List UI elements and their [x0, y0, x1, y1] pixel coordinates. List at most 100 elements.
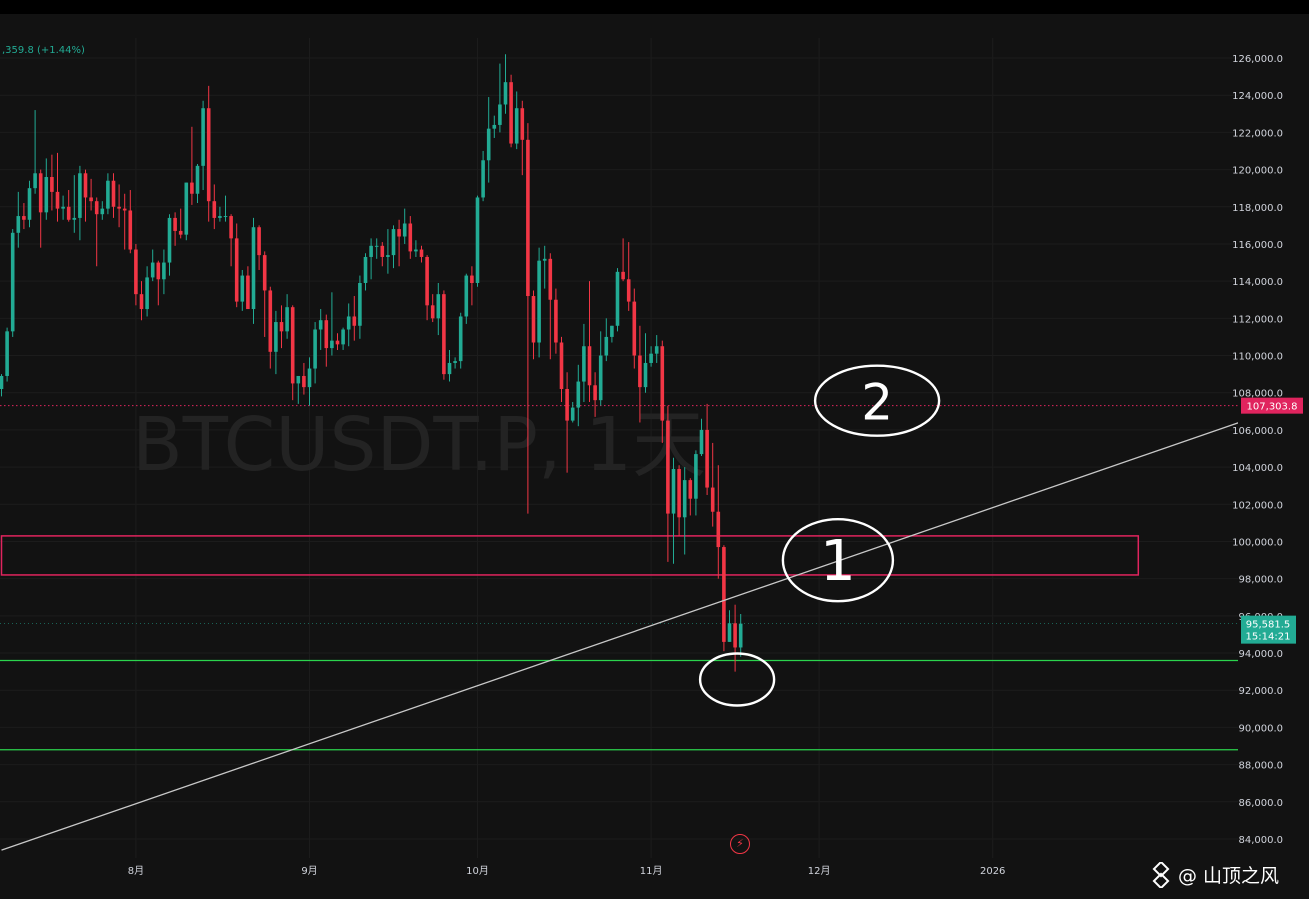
- candle[interactable]: [22, 216, 26, 220]
- candle[interactable]: [492, 124, 497, 129]
- candle[interactable]: [78, 173, 82, 218]
- candle[interactable]: [458, 316, 463, 362]
- candle[interactable]: [38, 173, 43, 213]
- candle[interactable]: [582, 346, 586, 382]
- candle[interactable]: [218, 216, 222, 218]
- candle[interactable]: [83, 173, 88, 198]
- candle[interactable]: [156, 262, 161, 280]
- candle[interactable]: [184, 182, 189, 235]
- candle[interactable]: [436, 294, 441, 319]
- candle[interactable]: [55, 191, 60, 209]
- candle[interactable]: [380, 245, 385, 257]
- candle[interactable]: [0, 375, 4, 389]
- candle[interactable]: [5, 331, 9, 376]
- candle[interactable]: [223, 216, 228, 218]
- candle[interactable]: [598, 355, 603, 401]
- candle[interactable]: [632, 301, 637, 356]
- candle[interactable]: [358, 283, 362, 326]
- candle[interactable]: [66, 206, 71, 220]
- candle[interactable]: [363, 256, 368, 284]
- candle[interactable]: [486, 128, 491, 161]
- candle[interactable]: [33, 173, 37, 189]
- candle[interactable]: [279, 322, 284, 332]
- candle[interactable]: [626, 279, 631, 302]
- candle[interactable]: [548, 258, 553, 300]
- candle[interactable]: [50, 177, 54, 192]
- candle[interactable]: [285, 307, 289, 332]
- candle[interactable]: [240, 275, 245, 302]
- candle[interactable]: [694, 454, 698, 499]
- candle[interactable]: [397, 229, 401, 237]
- candle[interactable]: [89, 197, 93, 202]
- candle[interactable]: [16, 216, 21, 233]
- candle[interactable]: [386, 255, 390, 257]
- candle[interactable]: [391, 229, 396, 256]
- candle[interactable]: [402, 223, 407, 237]
- candle[interactable]: [705, 429, 709, 488]
- candle[interactable]: [246, 275, 250, 310]
- candle[interactable]: [654, 346, 659, 354]
- candle[interactable]: [514, 108, 519, 144]
- candle[interactable]: [206, 108, 211, 202]
- candle[interactable]: [716, 511, 721, 548]
- candle[interactable]: [106, 180, 110, 209]
- candle[interactable]: [498, 104, 502, 125]
- candle[interactable]: [688, 480, 693, 499]
- candle[interactable]: [335, 340, 340, 345]
- candle[interactable]: [666, 420, 670, 514]
- candle[interactable]: [268, 290, 273, 352]
- candle[interactable]: [430, 305, 435, 319]
- candle[interactable]: [699, 429, 704, 455]
- candle[interactable]: [481, 160, 485, 198]
- candle[interactable]: [234, 238, 239, 302]
- candle[interactable]: [72, 217, 77, 220]
- candle[interactable]: [559, 342, 564, 389]
- candle[interactable]: [61, 206, 65, 209]
- candle[interactable]: [162, 262, 166, 280]
- candle[interactable]: [122, 208, 127, 211]
- candle[interactable]: [302, 375, 306, 388]
- candle[interactable]: [178, 230, 183, 235]
- candle[interactable]: [682, 480, 687, 518]
- candle[interactable]: [570, 407, 575, 421]
- candle[interactable]: [531, 296, 536, 343]
- candle[interactable]: [128, 210, 133, 250]
- candle[interactable]: [565, 388, 569, 421]
- candle[interactable]: [139, 294, 144, 310]
- candle[interactable]: [44, 177, 49, 213]
- candle[interactable]: [576, 381, 581, 408]
- candle[interactable]: [274, 322, 278, 352]
- candle[interactable]: [425, 256, 429, 306]
- candle[interactable]: [503, 82, 508, 105]
- candle[interactable]: [677, 468, 681, 518]
- candle[interactable]: [145, 277, 149, 310]
- candle[interactable]: [229, 216, 233, 239]
- candle[interactable]: [173, 217, 177, 231]
- candle[interactable]: [324, 320, 329, 349]
- candle[interactable]: [660, 346, 665, 421]
- candle[interactable]: [313, 329, 317, 369]
- candle[interactable]: [257, 227, 261, 256]
- candle[interactable]: [352, 316, 357, 326]
- candle[interactable]: [201, 108, 205, 166]
- candle[interactable]: [710, 487, 715, 512]
- candle[interactable]: [167, 217, 172, 263]
- candle[interactable]: [318, 320, 323, 330]
- candle[interactable]: [290, 307, 295, 384]
- candle[interactable]: [733, 623, 737, 648]
- candle[interactable]: [593, 385, 597, 401]
- candle[interactable]: [307, 368, 312, 388]
- resistance-zone[interactable]: [0, 535, 1140, 576]
- candle[interactable]: [464, 275, 469, 317]
- candle[interactable]: [100, 208, 105, 215]
- candle[interactable]: [738, 623, 743, 648]
- candle[interactable]: [554, 299, 558, 343]
- candle[interactable]: [509, 82, 513, 144]
- candle[interactable]: [414, 249, 418, 252]
- candle[interactable]: [520, 108, 525, 140]
- candle[interactable]: [727, 623, 732, 642]
- candle[interactable]: [408, 223, 413, 252]
- candle[interactable]: [643, 362, 648, 388]
- candle[interactable]: [330, 340, 334, 349]
- candle[interactable]: [369, 245, 373, 257]
